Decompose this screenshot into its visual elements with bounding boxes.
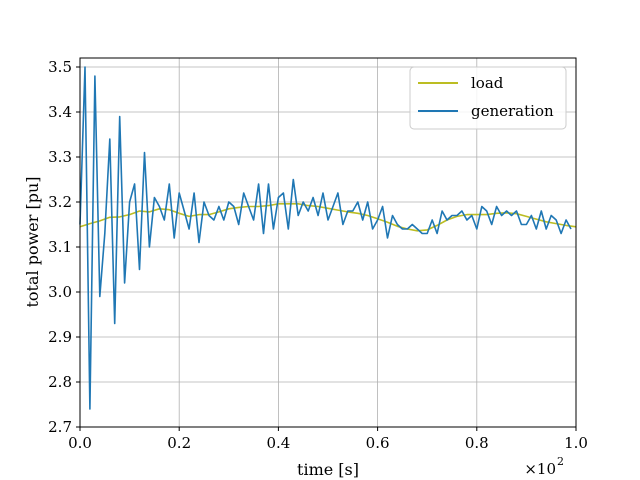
series-line-generation bbox=[79, 66, 572, 410]
x-axis-multiplier-exponent: 2 bbox=[557, 455, 564, 468]
x-axis-multiplier: ×10 bbox=[524, 460, 556, 478]
x-axis-ticks: 0.0 0.2 0.4 0.6 0.8 1.0 bbox=[68, 427, 588, 452]
x-tick-label: 1.0 bbox=[564, 434, 588, 452]
y-tick-label: 2.8 bbox=[48, 373, 72, 391]
legend: load generation bbox=[409, 66, 567, 130]
legend-label-generation: generation bbox=[471, 102, 554, 120]
x-tick-label: 0.4 bbox=[266, 434, 290, 452]
y-tick-label: 3.5 bbox=[48, 58, 72, 76]
x-tick-label: 0.2 bbox=[167, 434, 191, 452]
series-layer bbox=[79, 66, 577, 410]
series-line-load bbox=[79, 203, 577, 232]
y-axis-label: total power [pu] bbox=[23, 176, 42, 307]
plot-frame bbox=[79, 57, 577, 428]
y-tick-label: 3.3 bbox=[48, 148, 72, 166]
y-tick-label: 3.4 bbox=[48, 103, 72, 121]
y-tick-label: 2.9 bbox=[48, 328, 72, 346]
x-tick-label: 0.0 bbox=[68, 434, 92, 452]
y-tick-label: 3.1 bbox=[48, 238, 72, 256]
y-tick-label: 3.2 bbox=[48, 193, 72, 211]
x-axis-label: time [s] bbox=[297, 460, 359, 479]
y-tick-label: 3.0 bbox=[48, 283, 72, 301]
x-tick-label: 0.8 bbox=[465, 434, 489, 452]
y-tick-label: 2.7 bbox=[48, 418, 72, 436]
x-tick-label: 0.6 bbox=[366, 434, 390, 452]
legend-label-load: load bbox=[471, 74, 504, 92]
y-axis-ticks: 2.7 2.8 2.9 3.0 3.1 3.2 3.3 3.4 3.5 bbox=[48, 58, 80, 436]
